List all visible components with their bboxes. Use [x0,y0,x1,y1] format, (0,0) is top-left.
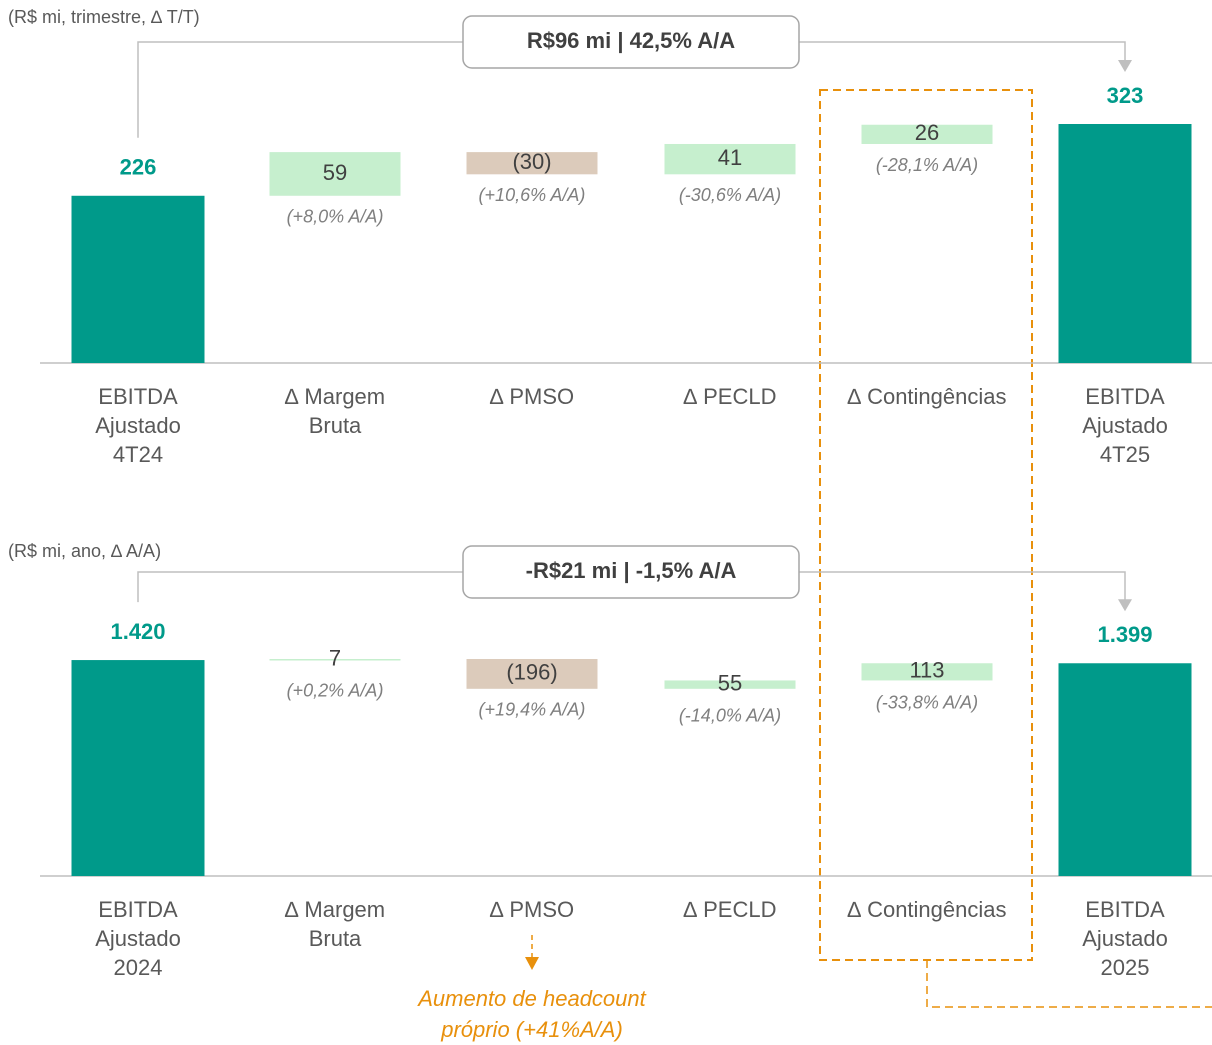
summary-box [462,545,800,599]
note: (-33,8% A/A) [876,693,978,713]
note: (+8,0% A/A) [287,207,384,227]
category-label: ∆ PMSO [489,897,575,922]
category-label: EBITDA Ajustado 2024 [95,897,181,980]
category-label: ∆ Contingências [847,897,1007,922]
value-label: 113 [909,658,944,683]
highlight-connector [926,960,1212,1008]
category-label: EBITDA Ajustado 4T25 [1082,384,1168,467]
value-label: (196) [506,660,557,685]
note: (+10,6% A/A) [479,185,586,205]
note: (-28,1% A/A) [876,155,978,175]
value-label: 1.420 [110,619,165,644]
bar [1058,663,1192,876]
value-label: 26 [915,120,939,145]
bar [861,124,993,144]
bar [466,152,598,175]
category-label: ∆ PECLD [683,384,777,409]
bar [664,680,796,689]
note: (-14,0% A/A) [679,705,781,725]
value-label: 1.399 [1097,622,1152,647]
bar [861,663,993,681]
bar [71,195,205,363]
summary-box [462,15,800,69]
note: (+0,2% A/A) [287,680,384,700]
bracket-arrow [1118,599,1132,612]
value-label: 226 [120,155,157,180]
bracket-arrow [1118,60,1132,72]
summary: R$96 mi | 42,5% A/A [527,28,735,53]
category-label: EBITDA Ajustado 2025 [1082,897,1168,980]
value-label: 55 [718,670,742,695]
note: (+19,4% A/A) [479,700,586,720]
annotation: Aumento de headcount próprio (+41%A/A) [418,986,646,1042]
bar [664,143,796,175]
value-label: 323 [1107,83,1144,108]
summary: -R$21 mi | -1,5% A/A [526,558,737,583]
annotation-arrowhead [525,957,539,970]
category-label: ∆ Margem Bruta [284,384,386,438]
category-label: ∆ Margem Bruta [284,897,386,951]
bar [1058,124,1192,363]
value-label: 41 [718,145,742,170]
subtitle: (R$ mi, trimestre, ∆ T/T) [8,7,200,27]
bar [466,659,598,689]
highlight-box [819,89,1033,961]
value-label: 59 [323,160,347,185]
category-label: ∆ PECLD [683,897,777,922]
category-label: EBITDA Ajustado 4T24 [95,384,181,467]
bar [269,152,401,196]
subtitle: (R$ mi, ano, ∆ A/A) [8,541,161,561]
value-label: (30) [512,149,551,174]
value-label: 7 [329,645,341,670]
bar [269,659,401,661]
category-label: ∆ PMSO [489,384,575,409]
bar [71,660,205,876]
note: (-30,6% A/A) [679,185,781,205]
category-label: ∆ Contingências [847,384,1007,409]
